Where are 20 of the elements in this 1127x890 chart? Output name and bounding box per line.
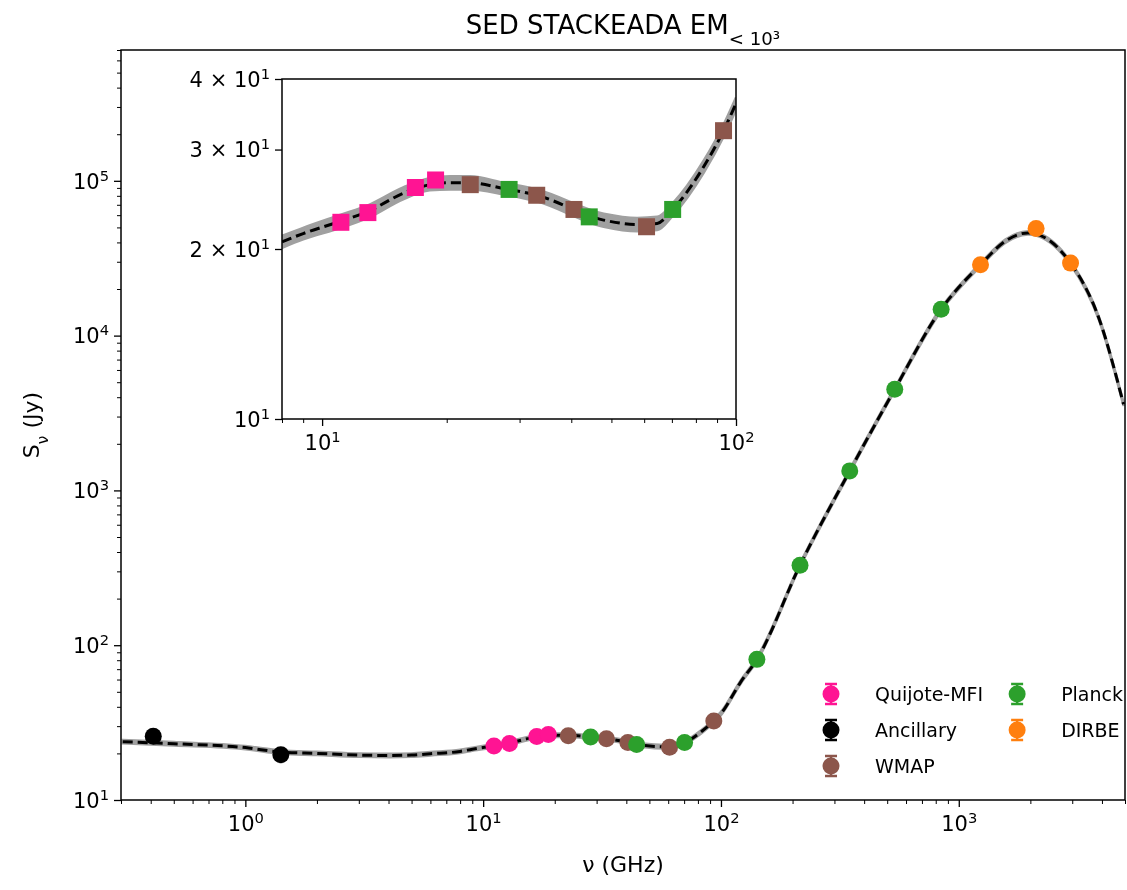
x-tick-label: 10$^{3}$ <box>941 808 978 836</box>
y-tick-label: 10$^{4}$ <box>72 320 109 349</box>
legend-label: Ancillary <box>875 718 958 741</box>
y-tick-label: 4 × 10$^{1}$ <box>189 64 270 92</box>
y-tick-label: 10$^{3}$ <box>72 475 109 504</box>
x-tick-label: 10$^{1}$ <box>465 808 502 836</box>
y-tick-label: 10$^{5}$ <box>72 166 109 194</box>
y-tick-label: 10$^{2}$ <box>72 630 109 659</box>
legend-label: WMAP <box>875 754 935 777</box>
legend-label: DIRBE <box>1061 718 1120 741</box>
x-tick-label: 10$^{2}$ <box>703 808 740 836</box>
x-tick-label: 10$^{0}$ <box>227 808 264 836</box>
y-tick-label: 3 × 10$^{1}$ <box>189 134 270 163</box>
y-tick-label: 2 × 10$^{1}$ <box>189 234 270 262</box>
chart-title: SED STACKEADA EM$_{< 10³}$ <box>465 10 781 49</box>
legend-label: Quijote-MFI <box>875 682 984 705</box>
y-tick-label: 10$^{1}$ <box>72 785 109 813</box>
y-tick-label: 10$^{1}$ <box>233 404 270 432</box>
legend-label: Planck <box>1061 682 1123 705</box>
x-axis-title: ν (GHz) <box>582 852 664 877</box>
